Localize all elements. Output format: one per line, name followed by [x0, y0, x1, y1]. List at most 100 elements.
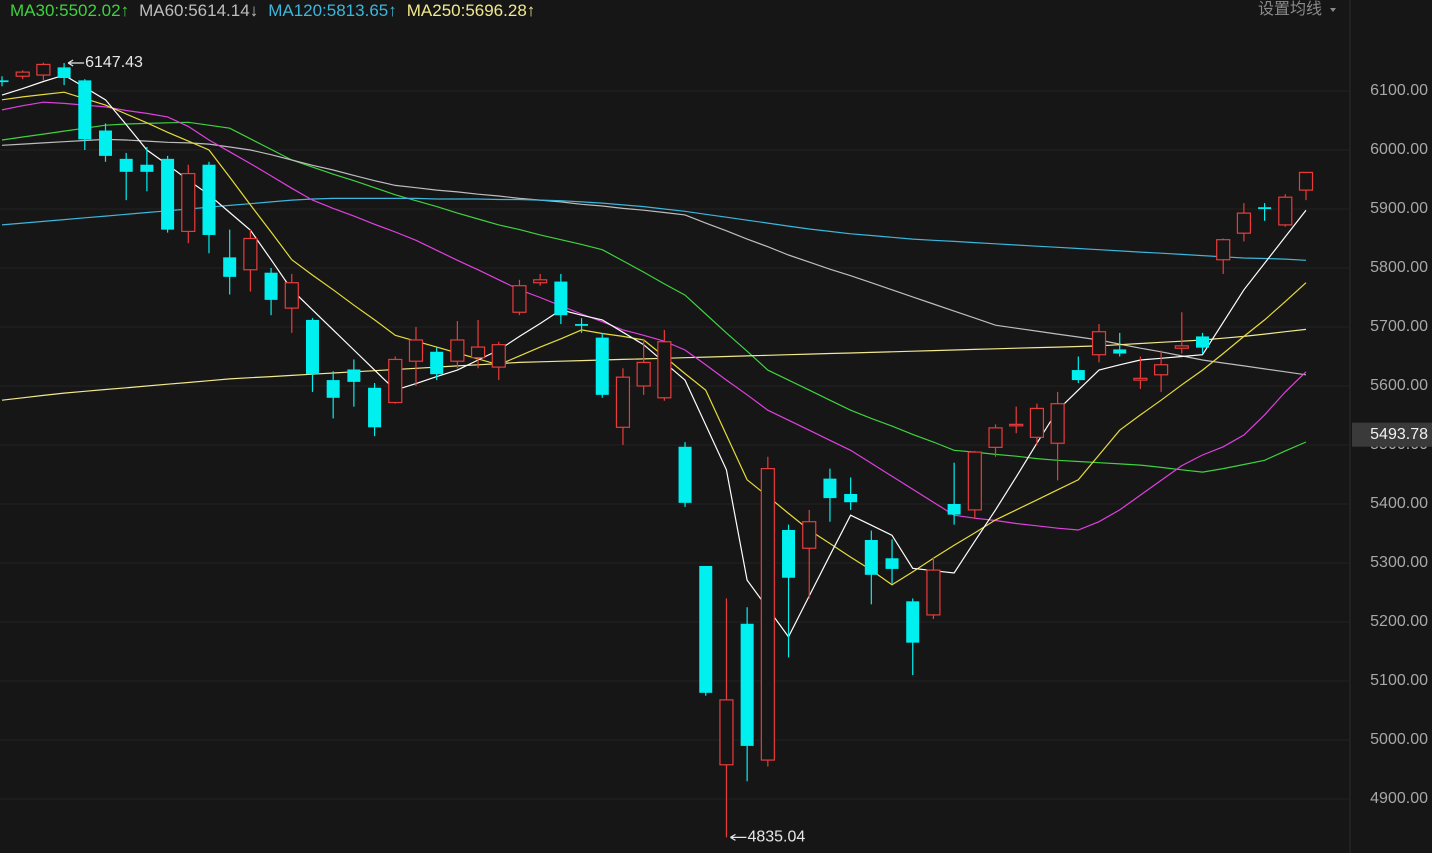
candle-body: [491, 344, 506, 368]
candle-body: [305, 319, 319, 375]
ma-line: [1, 328, 1307, 401]
candle-body: [967, 451, 982, 511]
legend-item: MA30:5502.02↑: [10, 1, 129, 20]
candle-body: [264, 272, 278, 300]
candle-body: [554, 281, 568, 316]
y-tick-label: 5900.00: [1370, 200, 1428, 217]
candle-body: [1154, 364, 1169, 376]
legend-name: MA60:5614.14: [139, 1, 250, 20]
candle-body: [740, 623, 754, 746]
annotation-arrow: [730, 833, 747, 841]
candle-body: [1113, 349, 1127, 354]
legend-item: MA250:5696.28↑: [407, 1, 536, 20]
candle-body: [533, 279, 548, 284]
annotation-label: 6147.43: [85, 54, 143, 71]
ma-line: [1, 91, 1307, 586]
candle-body: [368, 387, 382, 428]
legend-name: MA250:5696.28: [406, 1, 527, 20]
candle-body: [906, 601, 920, 643]
candle-body: [719, 699, 734, 766]
candle-body: [15, 71, 30, 77]
candle-body: [202, 164, 216, 235]
legend-item: MA120:5813.65↑: [268, 1, 397, 20]
candle-body: [223, 257, 237, 277]
y-tick-label: 4900.00: [1370, 790, 1428, 807]
y-tick-label: 6100.00: [1370, 82, 1428, 99]
candle-body: [1133, 377, 1148, 381]
candle-body: [140, 164, 154, 172]
candle-body: [512, 285, 527, 313]
candle-body: [119, 158, 133, 172]
candle-body: [1009, 423, 1024, 427]
y-tick-label: 5200.00: [1370, 613, 1428, 630]
dropdown-caret: [1330, 8, 1336, 12]
y-tick-label: 5700.00: [1370, 318, 1428, 335]
candle-body: [678, 446, 692, 503]
candle-body: [595, 337, 609, 395]
candle-body: [1298, 171, 1314, 191]
candle-body: [823, 478, 837, 499]
legend-trend: ↑: [526, 1, 536, 20]
candle-body: [1050, 403, 1065, 444]
button-text[interactable]: 设置均线: [1257, 1, 1322, 18]
price-label: 5493.78: [1370, 426, 1428, 443]
y-tick-label: 5300.00: [1370, 554, 1428, 571]
candle-body: [1278, 196, 1293, 226]
candle-body: [1196, 336, 1210, 348]
candle-body: [947, 503, 961, 515]
y-tick-label: 6000.00: [1370, 141, 1428, 158]
candle-body: [181, 172, 196, 233]
candle-body: [802, 521, 817, 549]
candle-body: [885, 558, 899, 569]
candle-body: [782, 529, 796, 578]
candle-body: [347, 369, 361, 382]
ma-line: [1, 74, 1307, 638]
candle-body: [1216, 239, 1231, 261]
candle-body: [57, 67, 71, 79]
ma-line: [1, 121, 1307, 473]
candle-body: [864, 539, 878, 575]
y-tick-label: 5800.00: [1370, 259, 1428, 276]
ma-settings-button[interactable]: 设置均线: [1258, 0, 1322, 20]
y-tick-label: 5400.00: [1370, 495, 1428, 512]
candle-body: [1091, 331, 1107, 356]
candle-body: [450, 339, 465, 362]
legend-name: MA30:5502.02: [10, 1, 121, 20]
candle-body: [98, 130, 112, 156]
legend-trend: ↑: [388, 1, 397, 20]
annotation-label: 4835.04: [747, 829, 805, 846]
y-tick-label: 5100.00: [1370, 672, 1428, 689]
candle-body: [326, 380, 340, 398]
legend-trend: ↓: [249, 1, 259, 20]
candle-body: [988, 427, 1003, 448]
candle-body: [408, 339, 424, 362]
candle-body: [243, 237, 258, 271]
candle-body: [430, 351, 444, 375]
candle-body: [1174, 345, 1189, 349]
candle-body: [0, 80, 9, 83]
candle-body: [36, 63, 51, 76]
candle-body: [657, 341, 672, 399]
legend-trend: ↑: [120, 1, 130, 20]
candle-body: [636, 361, 651, 387]
candle-body: [1071, 370, 1085, 381]
candle-body: [1029, 407, 1045, 438]
candle-body: [575, 324, 589, 326]
price-box: [1352, 422, 1432, 447]
candle-body: [615, 376, 631, 428]
ma-line: [1, 138, 1307, 376]
candle-body: [926, 569, 941, 616]
legend: MA30:5502.02↑ MA60:5614.14↓ MA120:5813.65↑…: [10, 0, 545, 22]
ma-line: [1, 101, 1307, 531]
candle-body: [78, 80, 92, 140]
candle-body: [1258, 207, 1272, 209]
candle-body: [470, 346, 486, 359]
legend-item: MA60:5614.14↓: [139, 1, 258, 20]
candle-body: [161, 158, 175, 230]
ma-line: [1, 197, 1307, 261]
candle-body: [284, 282, 299, 309]
candle-body: [699, 565, 713, 693]
y-tick-label: 5600.00: [1370, 377, 1428, 394]
